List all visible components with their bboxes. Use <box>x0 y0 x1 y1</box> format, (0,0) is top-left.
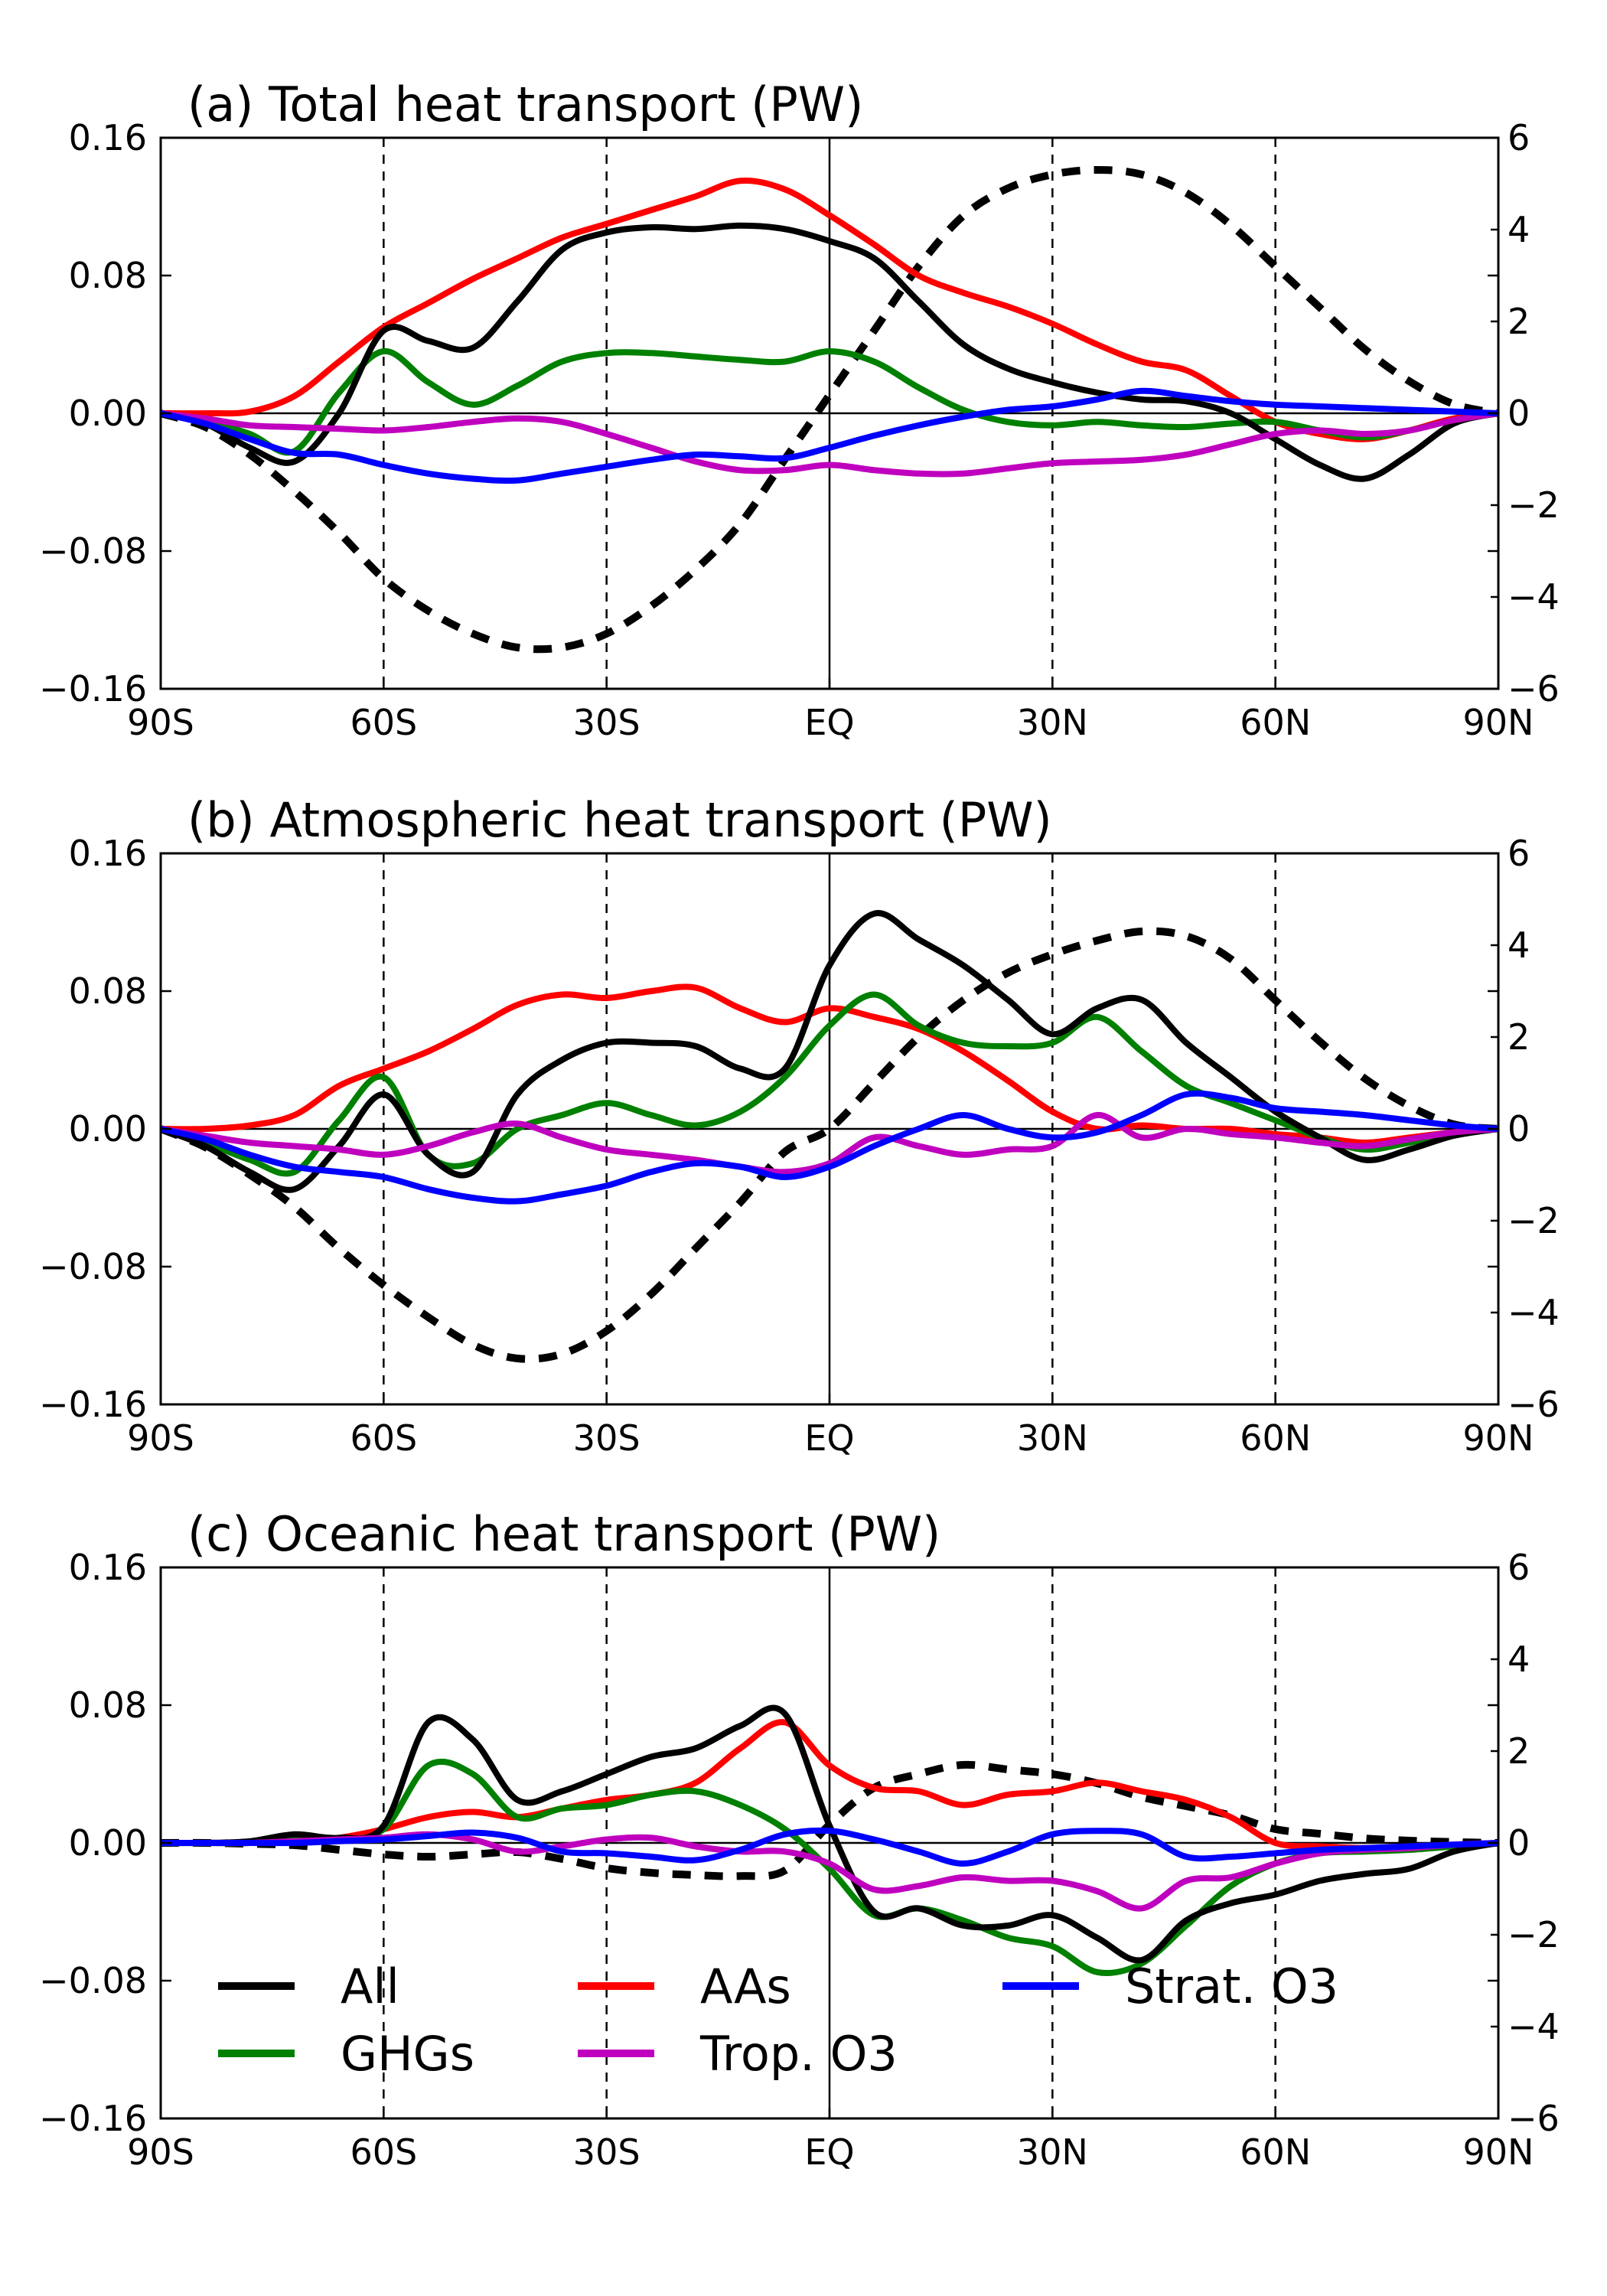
panel-total-y2tick-label: 0 <box>1508 393 1530 434</box>
panel-oceanic-xtick-label: 30N <box>1017 2131 1088 2173</box>
panel-atmospheric-series-line-dashed-right-axis <box>161 927 1498 1363</box>
panel-oceanic-ytick-label: 0.08 <box>69 1684 147 1726</box>
panel-oceanic-ytick-label: 0.16 <box>69 1547 147 1588</box>
panel-total-y2tick-label: −2 <box>1508 484 1560 526</box>
panel-atmospheric-y2tick-label: 2 <box>1508 1016 1530 1058</box>
panel-atmospheric-series-line-all <box>161 910 1498 1193</box>
panel-atmospheric-series-group <box>161 910 1498 1363</box>
panel-total-y2tick-label: −4 <box>1508 576 1560 618</box>
legend-label-ghgs: GHGs <box>341 2026 474 2082</box>
panel-total: (a) Total heat transport (PW) 0.16 0.08 0.0… <box>39 77 1560 743</box>
panel-oceanic-title: (c) Oceanic heat transport (PW) <box>187 1506 940 1562</box>
panel-atmospheric-series-line-aas <box>161 983 1498 1146</box>
panel-oceanic-xtick-label: EQ <box>804 2131 854 2173</box>
panel-atmospheric-xtick-label: 60N <box>1240 1417 1311 1459</box>
panel-atmospheric-xtick-label: 90S <box>127 1417 194 1459</box>
panel-total-xtick-label: 90N <box>1463 702 1534 743</box>
panel-oceanic-xtick-label: 30S <box>573 2131 641 2173</box>
panel-oceanic-ytick-label: 0.00 <box>69 1822 147 1864</box>
panel-atmospheric-series-line-trop-o3 <box>161 1112 1498 1176</box>
panel-total-ytick-label: −0.08 <box>39 530 147 572</box>
panel-total-series-line-trop-o3 <box>161 410 1498 478</box>
panel-atmospheric-ytick-label: 0.16 <box>69 833 147 874</box>
panel-oceanic-y2tick-label: 2 <box>1508 1730 1530 1772</box>
legend-label-all: All <box>341 1958 399 2014</box>
panel-total-y2tick-label: −6 <box>1508 668 1560 709</box>
panel-oceanic-xtick-label: 90S <box>127 2131 194 2173</box>
panel-total-ytick-label: −0.16 <box>39 668 147 709</box>
panel-total-title: (a) Total heat transport (PW) <box>187 77 863 132</box>
panel-oceanic-y2tick-label: −2 <box>1508 1914 1560 1955</box>
panel-atmospheric-ytick-label: −0.16 <box>39 1384 147 1425</box>
panel-atmospheric-series-line-strat-o3 <box>161 1090 1498 1205</box>
panel-total-y2tick-label: 2 <box>1508 301 1530 342</box>
panel-total-series-line-ghgs <box>161 348 1498 456</box>
panel-atmospheric-title: (b) Atmospheric heat transport (PW) <box>187 792 1052 848</box>
panel-oceanic-y2tick-label: 6 <box>1508 1547 1530 1588</box>
panel-oceanic-y2tick-label: 0 <box>1508 1822 1530 1864</box>
legend: All GHGs AAs Trop. O3 Strat. O3 <box>218 1958 1338 2082</box>
panel-atmospheric-xtick-label: 30S <box>573 1417 641 1459</box>
panel-atmospheric: (b) Atmospheric heat transport (PW) 0.16 0… <box>39 792 1560 1459</box>
panel-total-xtick-label: 30N <box>1017 702 1088 743</box>
panel-oceanic-xtick-label: 90N <box>1463 2131 1534 2173</box>
panel-total-xtick-label: 90S <box>127 702 194 743</box>
panel-oceanic-series-line-strat-o3 <box>161 1827 1498 1867</box>
panel-oceanic-series-group <box>161 1704 1498 1977</box>
panel-atmospheric-y2tick-label: 6 <box>1508 833 1530 874</box>
panel-atmospheric-series-line-ghgs <box>161 991 1498 1177</box>
panel-atmospheric-y2tick-label: −6 <box>1508 1384 1560 1425</box>
panel-atmospheric-y2tick-label: −4 <box>1508 1292 1560 1333</box>
panel-total-y2tick-label: 4 <box>1508 209 1530 250</box>
panel-atmospheric-ytick-label: 0.08 <box>69 970 147 1012</box>
panel-total-xtick-label: 30S <box>573 702 641 743</box>
panel-atmospheric-y2tick-label: −2 <box>1508 1200 1560 1241</box>
panel-total-y2tick-label: 6 <box>1508 117 1530 158</box>
legend-label-trop-o3: Trop. O3 <box>699 2026 898 2082</box>
legend-label-strat-o3: Strat. O3 <box>1125 1958 1338 2014</box>
panel-oceanic-y2tick-label: −6 <box>1508 2098 1560 2139</box>
panel-total-ytick-label: 0.16 <box>69 117 147 158</box>
panel-total-xtick-label: EQ <box>804 702 854 743</box>
panel-oceanic-xtick-label: 60N <box>1240 2131 1311 2173</box>
panel-oceanic-ytick-label: −0.08 <box>39 1960 147 2001</box>
legend-label-aas: AAs <box>700 1958 791 2014</box>
panel-total-xtick-label: 60S <box>350 702 417 743</box>
panel-atmospheric-xtick-label: 30N <box>1017 1417 1088 1459</box>
panel-oceanic-ytick-label: −0.16 <box>39 2098 147 2139</box>
panel-total-series-line-all <box>161 222 1498 482</box>
panel-total-xtick-label: 60N <box>1240 702 1311 743</box>
panel-oceanic-y2tick-label: 4 <box>1508 1639 1530 1680</box>
panel-total-series-line-dashed-right-axis <box>161 166 1498 654</box>
panel-total-series-line-strat-o3 <box>161 387 1498 484</box>
panel-atmospheric-xtick-label: 90N <box>1463 1417 1534 1459</box>
panel-total-series-group <box>161 166 1498 654</box>
panel-atmospheric-xtick-label: 60S <box>350 1417 417 1459</box>
panel-oceanic: (c) Oceanic heat transport (PW) 0.16 0.08 0… <box>39 1506 1560 2173</box>
panel-atmospheric-ytick-label: −0.08 <box>39 1246 147 1287</box>
panel-total-ytick-label: 0.00 <box>69 393 147 434</box>
panel-atmospheric-y2tick-label: 0 <box>1508 1108 1530 1150</box>
panel-oceanic-y2tick-label: −4 <box>1508 2006 1560 2047</box>
panel-oceanic-xtick-label: 60S <box>350 2131 417 2173</box>
panel-oceanic-series-line-all <box>161 1704 1498 1964</box>
panel-atmospheric-ytick-label: 0.00 <box>69 1108 147 1150</box>
panel-atmospheric-xtick-label: EQ <box>804 1417 854 1459</box>
panel-atmospheric-y2tick-label: 4 <box>1508 925 1530 966</box>
panel-total-ytick-label: 0.08 <box>69 255 147 296</box>
